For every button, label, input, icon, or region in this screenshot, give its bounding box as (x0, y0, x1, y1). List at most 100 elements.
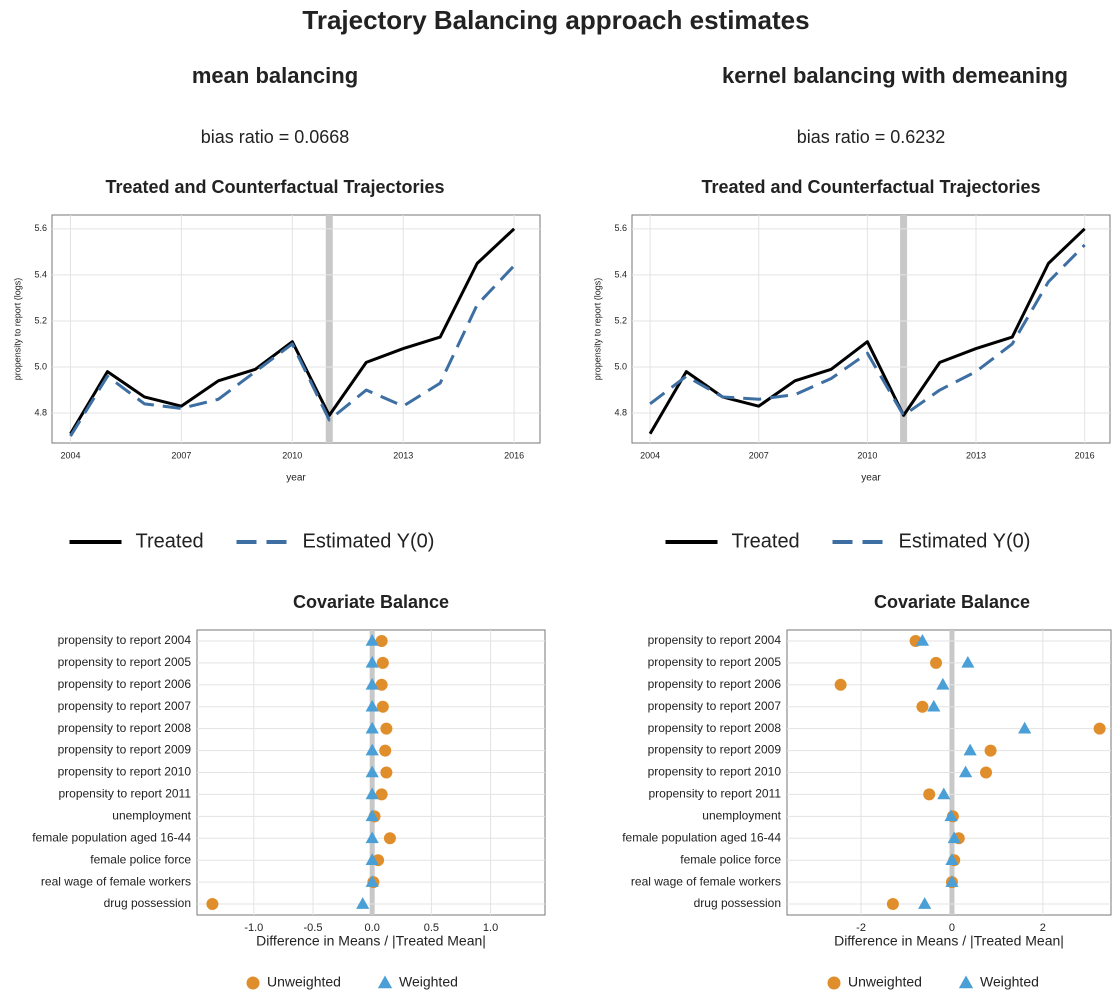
category-label: female population aged 16-44 (622, 830, 781, 844)
legend-label: Weighted (399, 974, 458, 990)
weighted-marker (365, 875, 379, 887)
y-tick-label: 5.6 (614, 223, 627, 233)
weighted-marker (365, 655, 379, 668)
weighted-marker (365, 831, 379, 844)
category-label: propensity to report 2009 (648, 743, 782, 757)
category-label: real wage of female workers (41, 874, 191, 888)
weighted-marker (1018, 721, 1032, 734)
x-tick-label: 0 (949, 922, 955, 934)
x-tick-label: -1.0 (244, 922, 263, 934)
plot-panel (51, 214, 541, 444)
unweighted-marker (923, 788, 936, 801)
x-tick-label: -2 (856, 922, 866, 934)
x-tick-label: 2013 (393, 450, 413, 460)
weighted-marker (937, 787, 951, 800)
x-tick-label: 2010 (857, 450, 877, 460)
weighted-marker (944, 809, 958, 822)
x-axis-label: Difference in Means / |Treated Mean| (834, 933, 1064, 949)
legend-label: Estimated Y(0) (899, 530, 1031, 552)
legend-label: Unweighted (848, 974, 922, 990)
y-tick-label: 5.0 (34, 361, 47, 371)
weighted-marker (365, 699, 379, 712)
unweighted-marker (376, 656, 389, 669)
y-tick-label: 4.8 (34, 407, 47, 417)
legend-label: Weighted (980, 974, 1039, 990)
plot-panel (631, 214, 1111, 444)
category-label: propensity to report 2008 (58, 721, 192, 735)
category-label: propensity to report 2006 (648, 677, 782, 691)
chart-title: Treated and Counterfactual Trajectories (105, 177, 444, 197)
x-tick-label: -0.5 (304, 922, 323, 934)
unweighted-marker (375, 788, 388, 801)
x-tick-label: 1.0 (483, 922, 498, 934)
category-label: female police force (90, 852, 191, 866)
y-tick-label: 4.8 (614, 407, 627, 417)
unweighted-marker (379, 744, 392, 757)
weighted-marker (963, 743, 977, 756)
y-tick-label: 5.6 (34, 223, 47, 233)
unweighted-marker (375, 634, 388, 647)
weighted-marker (958, 765, 973, 778)
x-tick-label: 2013 (966, 450, 986, 460)
category-label: propensity to report 2011 (58, 787, 191, 801)
weighted-marker (936, 677, 950, 690)
unweighted-marker (380, 722, 393, 735)
unweighted-marker (834, 678, 847, 691)
weighted-marker (365, 809, 379, 822)
x-axis-label: year (861, 473, 881, 484)
unweighted-marker (916, 700, 929, 713)
category-label: propensity to report 2004 (58, 633, 192, 647)
x-tick-label: 2004 (60, 450, 80, 460)
x-tick-label: 2004 (640, 450, 660, 460)
weighted-marker (958, 975, 974, 989)
category-label: propensity to report 2008 (648, 721, 782, 735)
unweighted-marker (380, 766, 393, 779)
unweighted-marker (376, 700, 389, 713)
legend-label: Unweighted (267, 974, 341, 990)
unweighted-marker (206, 898, 219, 911)
category-label: propensity to report 2010 (58, 765, 192, 779)
y-tick-label: 5.4 (34, 269, 47, 279)
weighted-marker (915, 634, 930, 646)
y-tick-label: 5.0 (614, 361, 627, 371)
x-tick-label: 2016 (1075, 450, 1095, 460)
panel-subtitle: bias ratio = 0.0668 (201, 127, 350, 147)
weighted-marker (377, 975, 393, 989)
x-tick-label: 0.5 (424, 922, 439, 934)
x-tick-label: 2007 (171, 450, 191, 460)
chart-title: Covariate Balance (874, 592, 1030, 612)
panel-heading: kernel balancing with demeaning (722, 63, 1068, 88)
x-tick-label: 2007 (749, 450, 769, 460)
figure-title: Trajectory Balancing approach estimates (302, 5, 809, 35)
x-tick-label: 2 (1040, 922, 1046, 934)
weighted-marker (365, 677, 379, 690)
category-label: propensity to report 2011 (648, 787, 781, 801)
chart-title: Treated and Counterfactual Trajectories (701, 177, 1040, 197)
unweighted-marker (930, 656, 943, 669)
chart-title: Covariate Balance (293, 592, 449, 612)
weighted-marker (918, 897, 932, 909)
unweighted-marker (246, 976, 260, 990)
unweighted-marker (984, 744, 997, 757)
weighted-marker (365, 853, 379, 865)
weighted-marker (365, 721, 379, 734)
x-tick-label: 0.0 (365, 922, 380, 934)
legend-label: Estimated Y(0) (303, 530, 435, 552)
category-label: propensity to report 2007 (58, 699, 192, 713)
weighted-marker (947, 831, 961, 844)
category-label: propensity to report 2007 (648, 699, 782, 713)
x-tick-label: 2010 (282, 450, 302, 460)
weighted-marker (365, 765, 379, 778)
category-label: drug possession (694, 896, 781, 910)
legend-label: Treated (732, 530, 800, 552)
weighted-marker (927, 699, 941, 712)
weighted-marker (945, 853, 959, 865)
category-label: propensity to report 2009 (58, 743, 192, 757)
legend-label: Treated (136, 530, 204, 552)
category-label: propensity to report 2010 (648, 765, 782, 779)
panel-subtitle: bias ratio = 0.6232 (797, 127, 946, 147)
weighted-marker (365, 787, 379, 800)
y-tick-label: 5.2 (34, 315, 47, 325)
weighted-marker (356, 897, 370, 909)
x-tick-label: 2016 (504, 450, 524, 460)
